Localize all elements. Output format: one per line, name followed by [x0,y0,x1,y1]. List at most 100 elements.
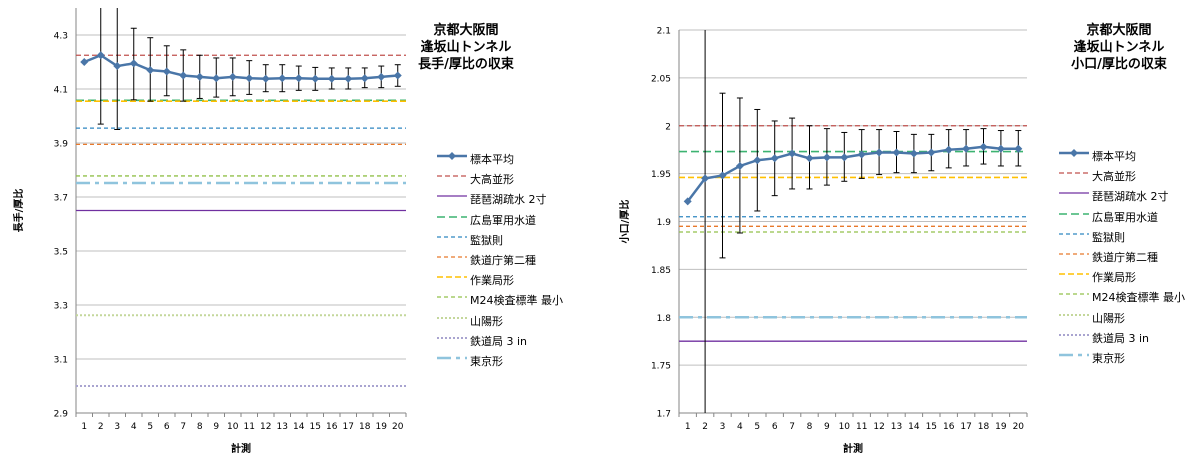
x-tick-label: 15 [310,422,321,432]
x-tick-label: 19 [995,422,1007,432]
x-tick-label: 16 [326,422,338,432]
mean-line [83,53,398,80]
x-tick-label: 8 [807,422,813,432]
y-tick-label: 3.9 [54,140,69,150]
legend-swatch [437,256,467,258]
data-point [311,74,320,83]
x-tick-label: 20 [1013,422,1025,432]
legend-swatch [437,336,467,339]
x-tick-label: 9 [824,422,830,432]
data-point [1014,144,1023,153]
data-point [179,71,188,80]
y-tick-label: 2.9 [54,410,69,420]
chart-1-title: 京都大阪間 逢坂山トンネル 小口/厚比の収束 [1039,22,1199,73]
data-point [113,62,122,71]
chart-0-title-line: 長手/厚比の収束 [418,57,514,72]
legend-label: 鉄道局 3 in [470,334,528,348]
y-tick-label: 2.05 [651,74,671,84]
y-tick-label: 3.7 [54,194,68,204]
x-tick-label: 9 [213,422,219,432]
y-tick-label: 2.1 [657,27,671,37]
chart-0-plot: 2.93.13.33.53.73.94.14.31 2 3 4 5 6 7 8 9 10 11 12 1… [12,8,407,455]
data-point [683,197,692,206]
data-point [294,74,303,83]
legend-swatch-marker [448,152,456,160]
y-tick-label: 1.8 [657,314,672,324]
legend-swatch [1059,293,1089,295]
legend-swatch [437,195,467,198]
legend-swatch [437,175,467,177]
y-tick-label: 3.5 [54,248,68,258]
x-tick-label: 14 [908,422,920,432]
data-point [962,144,971,153]
x-tick-label: 15 [926,422,937,432]
y-tick-label: 3.1 [54,356,68,366]
legend-swatch [1059,353,1089,357]
legend-swatch [1059,172,1089,174]
legend-swatch [1059,273,1089,275]
legend-label: 東京形 [470,354,503,368]
x-tick-label: 13 [891,422,902,432]
data-point [129,59,138,68]
legend-label: M24検査標準 最小 [1092,291,1185,305]
y-tick-label: 1.7 [657,410,671,420]
chart-header-thickness: 1.7 1.75 1.8 1.85 1.9 1.95 2 2.05 2.1 1 2 3 4 5 6 7 8 9 10… [600,0,1200,467]
data-point [393,71,402,80]
legend-swatch [1059,212,1089,215]
y-tick-label: 1.95 [651,170,671,180]
x-tick-label: 17 [343,422,354,432]
legend-swatch [437,276,467,278]
y-tick-label: 3.3 [54,302,68,312]
data-point [701,174,710,183]
data-point [228,72,237,81]
data-point [979,142,988,151]
data-point [212,74,221,83]
x-tick-label: 13 [277,422,288,432]
legend-label: 東京形 [1092,351,1125,365]
legend-swatch [437,236,467,238]
y-tick-label: 4.1 [54,86,68,96]
x-tick-label: 5 [147,422,153,432]
x-tick-label: 2 [702,422,708,432]
legend-label: 鉄道庁第二種 [470,253,536,267]
chart-1-title-line: 小口/厚比の収束 [1071,57,1167,72]
x-tick-label: 3 [720,422,726,432]
data-point [718,171,727,180]
data-point [146,66,155,75]
legend-label: 大高並形 [470,173,514,187]
x-tick-label: 10 [227,422,239,432]
data-point [822,153,831,162]
data-point [278,74,287,83]
legend-swatch [437,296,467,298]
data-point [770,154,779,163]
data-point [162,67,171,76]
y-axis-label: 長手/厚比 [12,189,25,233]
data-point [96,51,105,60]
y-tick-label: 2 [665,122,671,132]
chart-1-title-line: 京都大阪間 [1086,23,1152,38]
x-axis-label: 計測 [231,442,251,455]
legend-label: 広島軍用水道 [1092,210,1158,224]
data-point [927,148,936,157]
legend-label: 標本平均 [1092,150,1136,163]
legend-label: 標本平均 [470,153,514,166]
x-tick-label: 11 [244,422,255,432]
x-tick-label: 12 [873,422,884,432]
legend-swatch-marker [1070,149,1078,157]
data-point [735,161,744,170]
data-point [245,74,254,83]
legend-swatch [437,152,467,160]
data-point [788,149,797,158]
x-tick-label: 8 [197,422,203,432]
data-point [261,74,270,83]
x-tick-label: 4 [131,422,137,432]
y-tick-label: 1.85 [651,266,671,276]
legend-swatch [1059,253,1089,255]
legend-label: 琵琶湖疏水 2寸 [470,193,547,207]
x-tick-label: 2 [98,422,104,432]
chart-0-title-line: 逢坂山トンネル [420,40,512,55]
x-tick-label: 20 [392,422,404,432]
x-tick-label: 4 [737,422,743,432]
legend-swatch [437,316,467,319]
chart-0-title-line: 京都大阪間 [433,23,499,38]
